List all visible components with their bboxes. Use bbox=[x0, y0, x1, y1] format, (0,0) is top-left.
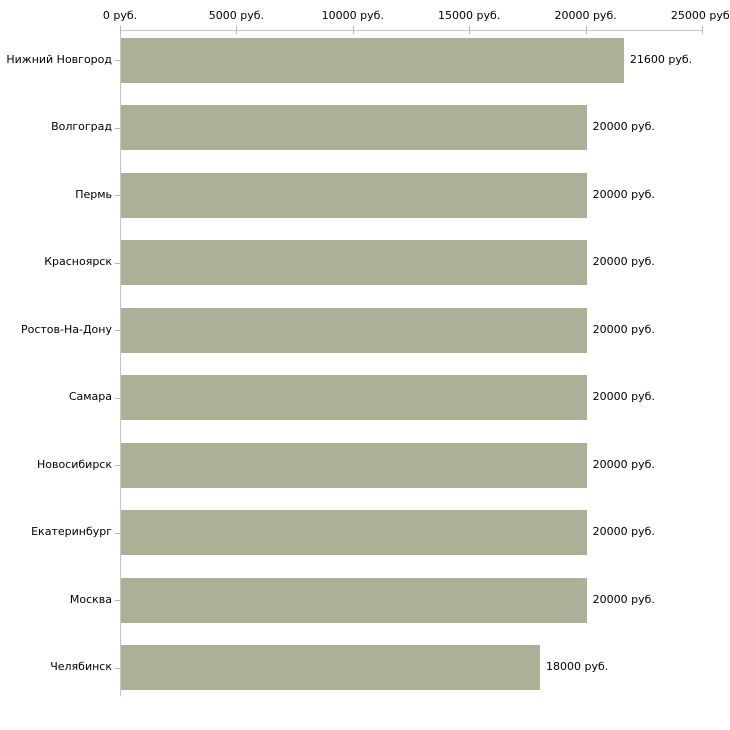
category-tick bbox=[115, 532, 120, 534]
category-label: Екатеринбург bbox=[31, 525, 112, 538]
bar bbox=[121, 307, 587, 353]
value-label: 20000 руб. bbox=[592, 525, 655, 538]
value-label: 20000 руб. bbox=[592, 322, 655, 336]
category-tick bbox=[115, 667, 120, 669]
bar bbox=[121, 645, 541, 690]
bar bbox=[121, 577, 587, 623]
category-label: Челябинск bbox=[50, 660, 112, 673]
bar bbox=[121, 105, 587, 150]
category-label: Пермь bbox=[75, 187, 112, 201]
value-label: 21600 руб. bbox=[629, 52, 693, 66]
value-label: 18000 руб. bbox=[546, 660, 609, 673]
value-label: 20000 руб. bbox=[592, 120, 655, 133]
bar bbox=[121, 442, 587, 488]
y-axis-line bbox=[120, 30, 121, 696]
category-label: Ростов-На-Дону bbox=[20, 322, 112, 336]
value-label: 20000 руб. bbox=[592, 255, 655, 268]
category-tick bbox=[115, 600, 120, 601]
x-axis-tick bbox=[702, 26, 703, 34]
category-label: Москва bbox=[69, 592, 112, 606]
x-axis-tick bbox=[120, 26, 121, 34]
category-tick bbox=[115, 397, 120, 399]
x-axis-tick-label: 0 руб. bbox=[102, 9, 138, 22]
bar bbox=[121, 172, 587, 218]
x-axis-tick-label: 25000 руб. bbox=[670, 9, 730, 22]
bar bbox=[121, 510, 587, 555]
value-label: 20000 руб. bbox=[592, 390, 655, 403]
category-tick bbox=[115, 127, 120, 129]
category-label: Волгоград bbox=[51, 120, 112, 133]
value-label: 20000 руб. bbox=[592, 457, 655, 471]
category-tick bbox=[115, 330, 120, 331]
category-label: Самара bbox=[68, 390, 112, 403]
x-axis-tick-label: 10000 руб. bbox=[321, 9, 384, 22]
category-tick bbox=[115, 195, 120, 196]
category-tick bbox=[115, 465, 120, 466]
value-label: 20000 руб. bbox=[592, 592, 655, 606]
category-label: Новосибирск bbox=[36, 457, 112, 471]
category-label: Красноярск bbox=[44, 255, 112, 268]
x-axis-line bbox=[120, 30, 703, 31]
bar bbox=[121, 240, 587, 285]
x-axis-tick bbox=[469, 26, 471, 34]
x-axis-tick bbox=[352, 26, 354, 34]
x-axis-tick bbox=[585, 26, 587, 34]
bar bbox=[121, 37, 624, 83]
value-label: 20000 руб. bbox=[592, 187, 655, 201]
x-axis-tick-label: 20000 руб. bbox=[554, 9, 617, 22]
category-tick bbox=[115, 262, 120, 264]
x-axis-tick bbox=[236, 26, 238, 34]
category-tick bbox=[115, 60, 120, 61]
x-axis-tick-label: 5000 руб. bbox=[208, 9, 265, 22]
x-axis-tick-label: 15000 руб. bbox=[438, 9, 501, 22]
bar bbox=[121, 375, 587, 420]
category-label: Нижний Новгород bbox=[6, 52, 112, 66]
